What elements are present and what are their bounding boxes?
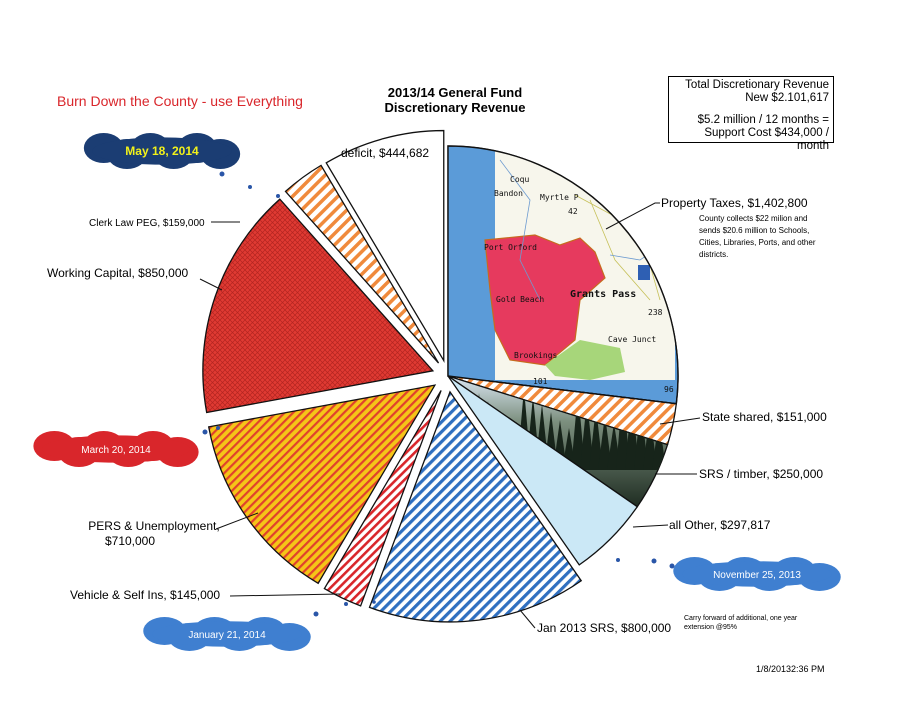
date-cloud: May 18, 2014	[83, 133, 241, 169]
headline: Burn Down the County - use Everything	[57, 93, 303, 109]
label-jan-2013-srs: Jan 2013 SRS, $800,000	[537, 621, 671, 635]
cloud-date-label: January 21, 2014	[188, 630, 266, 641]
map-label: Cave Junct	[608, 335, 656, 344]
chart-title-line2: Discretionary Revenue	[384, 100, 526, 115]
map-label: 238	[648, 308, 663, 317]
date-cloud: January 21, 2014	[143, 617, 311, 651]
label-working-capital: Working Capital, $850,000	[47, 266, 189, 280]
label-clerk-law-peg: Clerk Law PEG, $159,000	[89, 218, 205, 229]
cloud-date-label: March 20, 2014	[81, 445, 151, 456]
label-all-other: all Other, $297,817	[669, 518, 771, 532]
map-label: Brookings	[514, 351, 558, 360]
leader-lines	[199, 202, 701, 629]
map-label: 42	[568, 207, 578, 216]
carry-forward-note: Carry forward of additional, one year ex…	[684, 615, 798, 631]
cloud-date-label: May 18, 2014	[125, 144, 199, 158]
pie-slice	[323, 390, 442, 607]
pie-slice	[447, 375, 639, 566]
map-label: 101	[533, 377, 548, 386]
map-label: Myrtle P	[540, 193, 579, 202]
chart-title-line1: 2013/14 General Fund	[387, 85, 523, 100]
map-label: Port Orford	[484, 243, 537, 252]
info-line: $5.2 million / 12 months =	[697, 114, 829, 126]
info-line: Total Discretionary Revenue	[685, 79, 829, 91]
map-label: Bandon	[494, 189, 523, 198]
map-label: Coqu	[510, 175, 529, 184]
info-line: New $2.101,617	[745, 92, 829, 104]
map-label: 96	[664, 385, 674, 394]
timestamp: 1/8/20132:36 PM	[756, 664, 825, 674]
date-cloud: November 25, 2013	[673, 557, 841, 591]
label-pers-line1: PERS & Unemployment,	[88, 519, 219, 533]
decor-dots	[202, 171, 675, 617]
label-pers-line2: $710,000	[105, 534, 155, 548]
label-vehicle-self-ins: Vehicle & Self Ins, $145,000	[70, 588, 220, 602]
date-cloud: March 20, 2014	[33, 431, 199, 467]
cloud-date-label: November 25, 2013	[713, 570, 801, 581]
revenue-info-box: Total Discretionary Revenue New $2.101,6…	[668, 76, 834, 152]
county-map-image: Coqu Bandon Myrtle P 42 Port Orford Gold…	[448, 146, 675, 394]
pie-slice	[368, 390, 583, 623]
label-property-taxes: Property Taxes, $1,402,800	[661, 196, 808, 210]
pie-slice	[284, 164, 440, 364]
chart-title: 2013/14 General Fund Discretionary Reven…	[380, 85, 530, 115]
map-label: Gold Beach	[496, 295, 544, 304]
label-state-shared: State shared, $151,000	[702, 410, 827, 424]
property-tax-note: County collects $22 milion and sends $20…	[699, 214, 816, 259]
pie-slice	[202, 198, 435, 414]
pie-slice	[325, 129, 445, 363]
label-deficit: deficit, $444,682	[341, 146, 429, 160]
label-srs-timber: SRS / timber, $250,000	[699, 467, 823, 481]
map-slice-outline	[447, 145, 679, 405]
map-label: Grants Pass	[570, 289, 636, 300]
info-line: Support Cost $434,000 / month	[704, 127, 829, 152]
